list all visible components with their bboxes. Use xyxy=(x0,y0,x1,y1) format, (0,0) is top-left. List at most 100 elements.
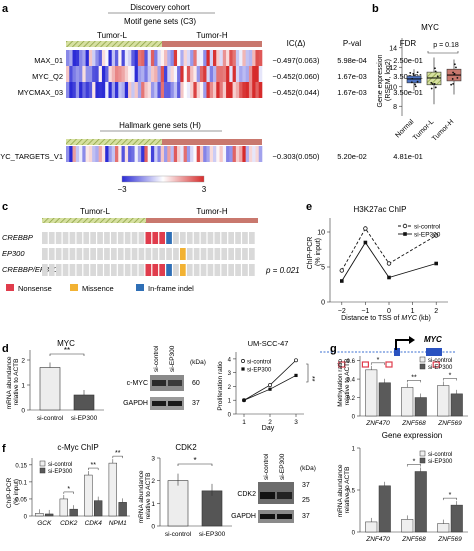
heatmap-cell xyxy=(124,82,129,98)
heatmap-cell xyxy=(124,66,129,82)
heatmap-cell xyxy=(66,146,70,162)
oncoprint-cell xyxy=(104,232,110,244)
x-label: CDK2 xyxy=(60,520,78,527)
heatmap-cell xyxy=(105,50,109,66)
heatmap-cell xyxy=(72,82,77,98)
sig-label: * xyxy=(377,357,380,364)
oncoprint-cell xyxy=(166,232,172,244)
hallmark-title: Hallmark gene sets (H) xyxy=(119,121,201,130)
motif-pval: 1.67e-03 xyxy=(337,72,367,81)
series-point xyxy=(242,398,246,402)
oncoprint-cell xyxy=(159,248,165,260)
series-point xyxy=(339,268,344,273)
panel-g: g Methylation ratio relative to ACTB 0 0.… xyxy=(330,343,468,543)
ytick-label: 2 xyxy=(21,358,25,365)
legend-inframe-swatch xyxy=(136,284,144,291)
heatmap-cell xyxy=(157,82,162,98)
heatmap-cell xyxy=(118,66,122,82)
heatmap-cell xyxy=(154,82,158,98)
heatmap-cell xyxy=(199,82,204,98)
fdr-header: FDR xyxy=(400,39,417,48)
heatmap-cell xyxy=(150,50,155,66)
heatmap-cell xyxy=(242,146,246,162)
ylabel-line-2: (% input) xyxy=(13,479,20,505)
panel-a: a Discovery cohort Motif gene sets (C3) … xyxy=(0,3,423,194)
series-point xyxy=(268,383,272,388)
heatmap-cell xyxy=(137,146,142,162)
g-expr-ylabel: mRNA abundance relative to ACTB xyxy=(337,463,351,518)
oncoprint-cell xyxy=(138,264,145,276)
heatmap-cell xyxy=(92,82,96,98)
bar xyxy=(59,498,68,517)
oncoprint-cell xyxy=(62,232,69,244)
sig-label: ** xyxy=(115,450,121,457)
heatmap-cell xyxy=(88,66,93,82)
bar xyxy=(94,500,103,517)
heatmap-cell xyxy=(180,82,184,98)
oncoprint-cell xyxy=(90,248,96,260)
heatmap-cell xyxy=(95,146,99,162)
wb-lane-1: si-control xyxy=(263,453,270,480)
series-point xyxy=(386,261,392,266)
legend-missense: Missence xyxy=(82,284,114,293)
sig-bracket xyxy=(442,378,458,381)
heatmap-cell xyxy=(66,82,70,98)
panel-b-pvalue: p = 0.18 xyxy=(433,42,459,49)
series-point xyxy=(294,358,298,363)
heatmap-cell xyxy=(239,146,243,162)
heatmap-cell xyxy=(252,82,256,98)
oncoprint-cell xyxy=(193,248,200,260)
sig-bracket xyxy=(370,362,386,365)
oncoprint-cell xyxy=(55,232,62,244)
heatmap-cell xyxy=(177,146,181,162)
ytick-label: 3 xyxy=(151,456,155,463)
x-label: si-EP300 xyxy=(199,531,226,538)
wb-kda: (kDa) xyxy=(190,359,206,366)
heatmap-cell xyxy=(193,50,197,66)
oncoprint-cell xyxy=(83,264,90,276)
prolif-chart: 0 1 2 3 4 1 2 3 si-control si-EP300 ** xyxy=(228,352,315,426)
heatmap-cell xyxy=(88,50,93,66)
heatmap-cell xyxy=(226,66,230,82)
box-point xyxy=(452,82,455,85)
c-tumor-h-bar xyxy=(146,218,258,223)
myc-gene-label: MYC xyxy=(424,335,442,344)
sig-bracket xyxy=(442,497,458,501)
heatmap-cell xyxy=(203,50,207,66)
ytick-label: 0 xyxy=(352,531,356,537)
bar xyxy=(378,485,391,533)
heatmap-cell xyxy=(173,50,178,66)
c-tumor-l-bar xyxy=(42,218,146,223)
legend-swatch xyxy=(419,450,426,457)
oncoprint-cell xyxy=(221,248,228,260)
sig-label: * xyxy=(449,373,452,380)
heatmap-cell xyxy=(111,66,116,82)
heatmap-cell xyxy=(222,66,227,82)
band-1-dark-2 xyxy=(277,492,292,499)
xtick-label: 1 xyxy=(242,419,246,426)
g-expr-chart: 0 0.5 1 ZNF470 ZNF568 ZNF569 * * si-controlsi-EP… xyxy=(347,447,468,543)
g-expr-title: Gene expression xyxy=(382,431,442,440)
heatmap-cell xyxy=(209,66,214,82)
legend-marker xyxy=(241,367,245,371)
heatmap-cell xyxy=(164,146,168,162)
ylabel-line-1: Gene expression xyxy=(377,54,384,107)
heatmap-cell xyxy=(98,66,103,82)
heatmap-cell xyxy=(183,50,188,66)
box-point xyxy=(453,73,456,76)
sig-label: ** xyxy=(91,462,97,469)
oncoprint-cell xyxy=(97,232,103,244)
oncoprint-cell xyxy=(173,248,179,260)
motif-fdr: 3.50e-01 xyxy=(393,88,423,97)
heatmap-cell xyxy=(186,146,191,162)
wb-band-1-kda2: 25 xyxy=(302,497,310,504)
heatmap-cell xyxy=(229,50,233,66)
motif-ic: −0.452(0.044) xyxy=(273,88,320,97)
heatmap-cell xyxy=(196,66,201,82)
heatmap-cell xyxy=(226,146,230,162)
heatmap-cell xyxy=(144,82,148,98)
wb-band-2 xyxy=(258,510,294,523)
primer-markers xyxy=(338,361,440,368)
d-bar-title: MYC xyxy=(57,339,75,348)
